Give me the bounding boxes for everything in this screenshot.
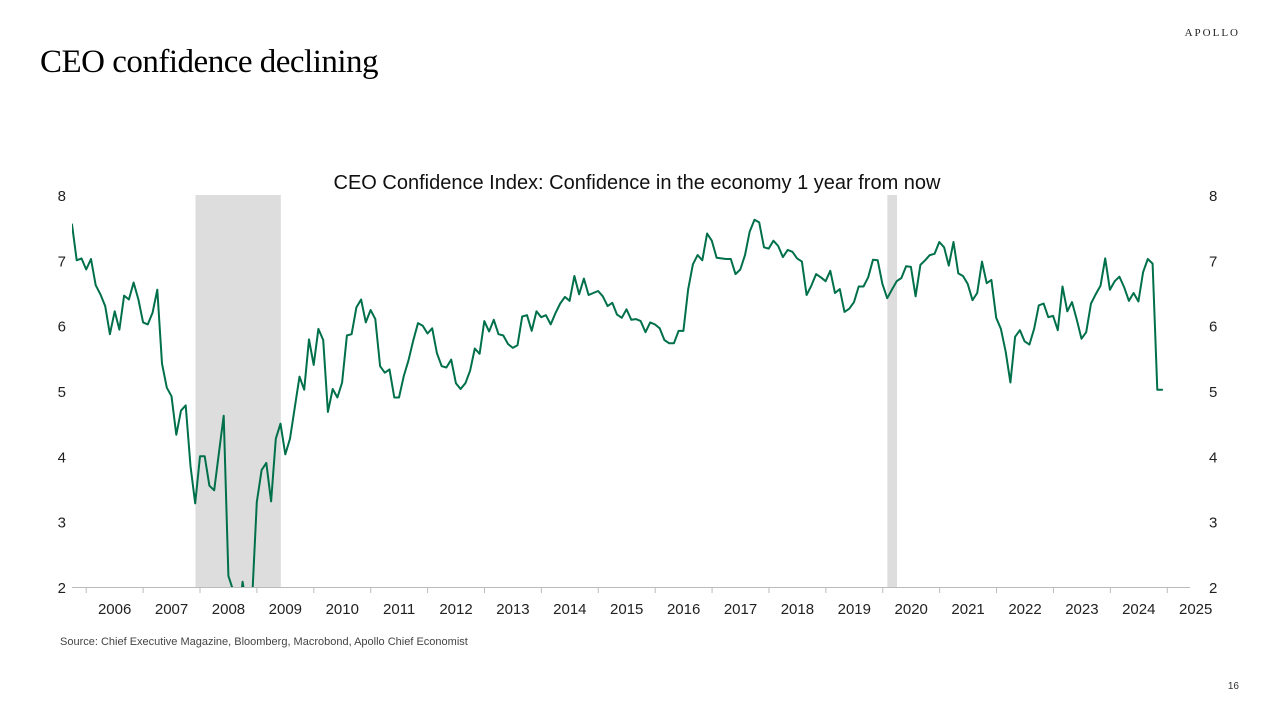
page-title: CEO confidence declining (40, 44, 379, 80)
y-axis-right: 2 3 4 5 6 7 8 (1209, 188, 1217, 597)
recession-bands (195, 195, 897, 587)
y-tick-right-6: 6 (1209, 319, 1217, 336)
recession-band-0 (195, 195, 281, 587)
y-tick-left-3: 3 (58, 515, 66, 532)
series-layer (72, 218, 1164, 587)
x-tick-label-2012: 2012 (439, 601, 472, 618)
x-tick-label-2014: 2014 (553, 601, 586, 618)
x-tick-label-2006: 2006 (98, 601, 131, 618)
y-tick-right-5: 5 (1209, 384, 1217, 401)
x-tick-label-2015: 2015 (610, 601, 643, 618)
y-tick-left-8: 8 (58, 188, 66, 205)
x-tick-label-2023: 2023 (1065, 601, 1098, 618)
x-tick-label-2016: 2016 (667, 601, 700, 618)
x-tick-label-2018: 2018 (781, 601, 814, 618)
x-tick-label-2007: 2007 (155, 601, 188, 618)
x-tick-label-2022: 2022 (1008, 601, 1041, 618)
x-tick-label-2013: 2013 (496, 601, 529, 618)
y-tick-left-2: 2 (58, 580, 66, 597)
y-tick-left-4: 4 (58, 449, 66, 466)
x-tick-label-2019: 2019 (838, 601, 871, 618)
x-tick-label-2011: 2011 (383, 601, 415, 618)
apollo-logo: APOLLO (1184, 27, 1240, 39)
x-tick-label-2020: 2020 (895, 601, 928, 618)
x-axis: 2006 2007 2008 2009 2010 2011 2012 2013 2014 2015… (72, 587, 1212, 618)
x-tick-label-2021: 2021 (951, 601, 984, 618)
x-tick-label-2025: 2025 (1179, 601, 1212, 618)
recession-band-1 (887, 195, 897, 587)
y-tick-left-5: 5 (58, 384, 66, 401)
y-tick-left-7: 7 (58, 253, 66, 270)
x-tick-label-2024: 2024 (1122, 601, 1155, 618)
y-tick-left-6: 6 (58, 319, 66, 336)
chart-title: CEO Confidence Index: Confidence in the … (334, 172, 942, 194)
source-note: Source: Chief Executive Magazine, Bloomb… (60, 636, 468, 648)
page-number: 16 (1227, 681, 1239, 692)
x-tick-label-2009: 2009 (269, 601, 302, 618)
x-tick-label-2008: 2008 (212, 601, 245, 618)
y-tick-right-7: 7 (1209, 253, 1217, 270)
y-tick-right-3: 3 (1209, 515, 1217, 532)
x-tick-label-2010: 2010 (326, 601, 359, 618)
y-tick-right-4: 4 (1209, 449, 1217, 466)
y-tick-right-2: 2 (1209, 580, 1217, 597)
y-tick-right-8: 8 (1209, 188, 1217, 205)
series-line-0 (72, 218, 1164, 587)
y-axis-left: 2 3 4 5 6 7 8 (58, 188, 66, 597)
x-tick-label-2017: 2017 (724, 601, 757, 618)
